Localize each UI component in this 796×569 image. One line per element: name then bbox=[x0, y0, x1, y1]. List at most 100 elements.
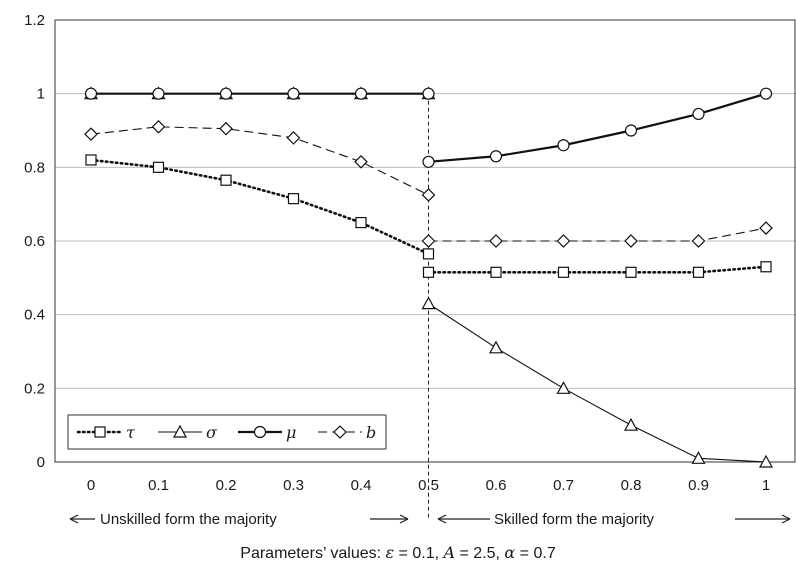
data-point bbox=[422, 248, 435, 260]
legend-label: b bbox=[366, 423, 376, 442]
data-point bbox=[557, 266, 570, 278]
alpha-value: = 0.7 bbox=[515, 545, 556, 562]
series-diamond bbox=[84, 119, 773, 248]
series-line bbox=[428, 303, 767, 463]
legend-marker bbox=[94, 426, 106, 438]
data-point bbox=[759, 87, 773, 100]
data-point bbox=[421, 188, 436, 202]
right-arrowhead-icon bbox=[399, 514, 409, 524]
y-tick-label: 0.6 bbox=[24, 233, 45, 250]
data-point bbox=[760, 261, 772, 273]
data-point bbox=[556, 234, 571, 248]
data-point bbox=[489, 150, 503, 163]
data-point bbox=[421, 234, 436, 248]
data-point bbox=[151, 119, 166, 134]
x-tick-label: 0.2 bbox=[216, 477, 237, 494]
data-point bbox=[286, 131, 301, 145]
data-point bbox=[422, 266, 435, 278]
data-point bbox=[219, 87, 233, 100]
data-point bbox=[354, 87, 368, 100]
data-point bbox=[488, 340, 504, 354]
data-point bbox=[691, 451, 706, 464]
plot-frame bbox=[54, 19, 796, 463]
legend-item: b bbox=[318, 423, 376, 442]
data-point bbox=[287, 87, 300, 100]
right-region-label: Skilled form the majority bbox=[494, 511, 655, 528]
left-arrowhead-icon bbox=[69, 514, 79, 524]
legend-marker bbox=[333, 425, 347, 439]
y-tick-label: 0.4 bbox=[24, 307, 45, 324]
x-tick-labels: 0 0.1 0.2 0.3 0.4 0.5 0.6 0.7 0.8 0.9 1 bbox=[87, 477, 770, 494]
data-point bbox=[623, 417, 639, 431]
left-region-label: Unskilled form the majority bbox=[100, 511, 277, 528]
x-tick-label: 0.1 bbox=[148, 477, 169, 494]
a-value: = 2.5, bbox=[455, 545, 504, 562]
data-point bbox=[152, 161, 165, 173]
x-tick-label: 0.7 bbox=[553, 477, 574, 494]
data-point bbox=[759, 221, 773, 235]
a-symbol: A bbox=[441, 543, 455, 562]
data-point bbox=[758, 454, 774, 468]
series-line bbox=[89, 158, 430, 256]
data-point bbox=[84, 127, 98, 142]
data-point bbox=[355, 216, 367, 229]
data-point bbox=[422, 155, 435, 168]
data-point bbox=[152, 87, 165, 100]
legend-label: τ bbox=[126, 423, 136, 442]
legend-label: σ bbox=[206, 423, 218, 442]
x-tick-label: 0.6 bbox=[486, 477, 507, 494]
y-tick-label: 0.8 bbox=[24, 159, 45, 176]
y-tick-label: 1 bbox=[37, 86, 45, 103]
data-point bbox=[624, 124, 638, 137]
x-tick-label: 1 bbox=[762, 477, 770, 494]
series-line bbox=[427, 265, 768, 274]
y-tick-label: 0 bbox=[37, 454, 45, 471]
data-point bbox=[220, 174, 232, 186]
data-point bbox=[85, 154, 97, 166]
data-point bbox=[624, 234, 638, 248]
data-point bbox=[692, 107, 705, 121]
data-point bbox=[84, 87, 98, 100]
series-square bbox=[85, 154, 772, 278]
data-point bbox=[422, 87, 435, 100]
data-point bbox=[556, 381, 571, 394]
legend-marker bbox=[253, 425, 267, 439]
data-point bbox=[490, 266, 502, 278]
x-tick-label: 0 bbox=[87, 477, 95, 494]
x-tick-label: 0.8 bbox=[621, 477, 642, 494]
right-arrowhead-icon-2 bbox=[781, 514, 791, 524]
series-circle bbox=[84, 87, 773, 168]
data-point bbox=[691, 234, 706, 248]
series-layer bbox=[83, 86, 774, 468]
data-point bbox=[625, 266, 637, 278]
legend-item: σ bbox=[158, 423, 218, 442]
series-line bbox=[90, 126, 429, 196]
x-tick-label: 0.5 bbox=[418, 477, 439, 494]
data-point bbox=[421, 296, 436, 310]
legend-label: μ bbox=[286, 423, 296, 442]
params-prefix: Parameters’ values: bbox=[240, 545, 385, 562]
epsilon-symbol: ε bbox=[386, 543, 395, 562]
left-arrowhead-icon-2 bbox=[437, 514, 447, 524]
data-point bbox=[354, 154, 368, 169]
legend-item: μ bbox=[238, 423, 296, 442]
epsilon-value: = 0.1, bbox=[394, 545, 443, 562]
series-line bbox=[428, 227, 767, 242]
region-labels: Unskilled form the majority Skilled form… bbox=[69, 511, 791, 528]
alpha-symbol: α bbox=[504, 543, 515, 562]
x-tick-label: 0.3 bbox=[283, 477, 304, 494]
data-point bbox=[287, 193, 300, 205]
y-tick-label: 0.2 bbox=[24, 380, 45, 397]
parameters-caption: Parameters’ values: ε = 0.1, A = 2.5, α … bbox=[240, 543, 556, 562]
data-point bbox=[219, 121, 233, 136]
x-tick-label: 0.4 bbox=[351, 477, 372, 494]
data-point bbox=[692, 266, 705, 278]
data-point bbox=[557, 139, 570, 152]
series-line bbox=[428, 92, 767, 163]
legend-item: τ bbox=[76, 423, 136, 442]
y-tick-label: 1.2 bbox=[24, 12, 45, 29]
y-tick-labels: 0 0.2 0.4 0.6 0.8 1 1.2 bbox=[24, 12, 45, 471]
